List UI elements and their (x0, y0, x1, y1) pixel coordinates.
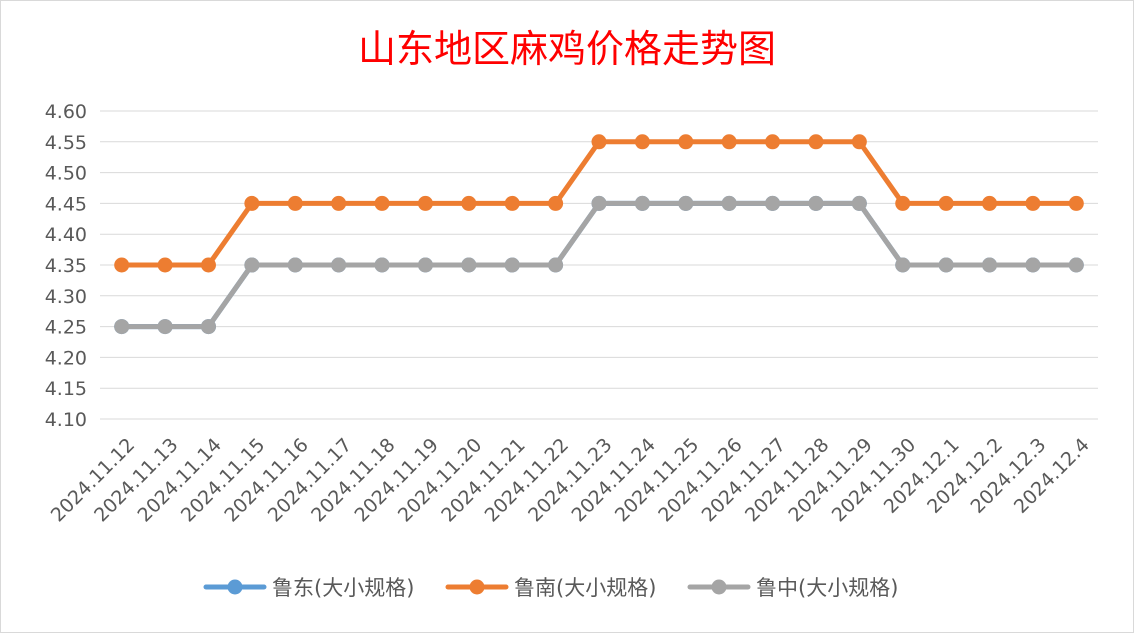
data-point (374, 195, 390, 211)
data-point (1025, 195, 1041, 211)
legend-label: 鲁南(大小规格) (514, 576, 656, 600)
legend-label: 鲁东(大小规格) (272, 576, 414, 600)
data-point (938, 195, 954, 211)
y-tick-label: 4.45 (45, 193, 87, 215)
data-point (938, 257, 954, 273)
data-point (331, 195, 347, 211)
data-point (417, 257, 433, 273)
data-point (114, 319, 130, 335)
data-point (721, 195, 737, 211)
series-3 (114, 195, 1084, 335)
data-point (287, 195, 303, 211)
data-point (678, 134, 694, 150)
data-point (895, 195, 911, 211)
data-point (504, 257, 520, 273)
data-point (461, 257, 477, 273)
data-point (1068, 195, 1084, 211)
y-tick-label: 4.40 (45, 224, 87, 246)
data-point (504, 195, 520, 211)
data-point (200, 319, 216, 335)
y-tick-label: 4.30 (45, 286, 87, 308)
data-point (851, 195, 867, 211)
data-point (765, 195, 781, 211)
legend-item: 鲁南(大小规格) (445, 576, 656, 600)
legend-item: 鲁东(大小规格) (203, 576, 414, 600)
y-tick-label: 4.35 (45, 255, 87, 277)
data-point (157, 257, 173, 273)
data-point (721, 134, 737, 150)
data-point (808, 195, 824, 211)
y-tick-label: 4.10 (45, 409, 87, 431)
data-point (331, 257, 347, 273)
data-point (548, 195, 564, 211)
series-layer (114, 134, 1084, 335)
data-point (1068, 257, 1084, 273)
data-point (591, 195, 607, 211)
legend-marker (469, 579, 485, 595)
data-point (851, 134, 867, 150)
data-point (591, 134, 607, 150)
legend: 鲁东(大小规格) 鲁南(大小规格) 鲁中(大小规格) (203, 576, 898, 600)
data-point (287, 257, 303, 273)
data-point (157, 319, 173, 335)
data-point (417, 195, 433, 211)
y-tick-label: 4.15 (45, 378, 87, 400)
data-point (374, 257, 390, 273)
y-tick-label: 4.55 (45, 132, 87, 154)
data-point (244, 195, 260, 211)
data-point (1025, 257, 1041, 273)
y-tick-label: 4.50 (45, 163, 87, 185)
data-point (678, 195, 694, 211)
y-tick-label: 4.20 (45, 347, 87, 369)
chart-title: 山东地区麻鸡价格走势图 (358, 27, 776, 71)
series-2 (114, 134, 1084, 273)
data-point (548, 257, 564, 273)
data-point (634, 134, 650, 150)
data-point (461, 195, 477, 211)
data-point (982, 195, 998, 211)
data-point (982, 257, 998, 273)
data-point (200, 257, 216, 273)
legend-marker (227, 579, 243, 595)
legend-marker (711, 579, 727, 595)
legend-label: 鲁中(大小规格) (756, 576, 898, 600)
data-point (808, 134, 824, 150)
data-point (765, 134, 781, 150)
y-axis-tick-labels: 4.10 4.15 4.20 4.25 4.30 4.35 4.40 4.45 4.50 4.55… (45, 101, 87, 431)
data-point (244, 257, 260, 273)
data-point (895, 257, 911, 273)
y-tick-label: 4.25 (45, 317, 87, 339)
legend-item: 鲁中(大小规格) (687, 576, 898, 600)
data-point (634, 195, 650, 211)
y-tick-label: 4.60 (45, 101, 87, 123)
data-point (114, 257, 130, 273)
